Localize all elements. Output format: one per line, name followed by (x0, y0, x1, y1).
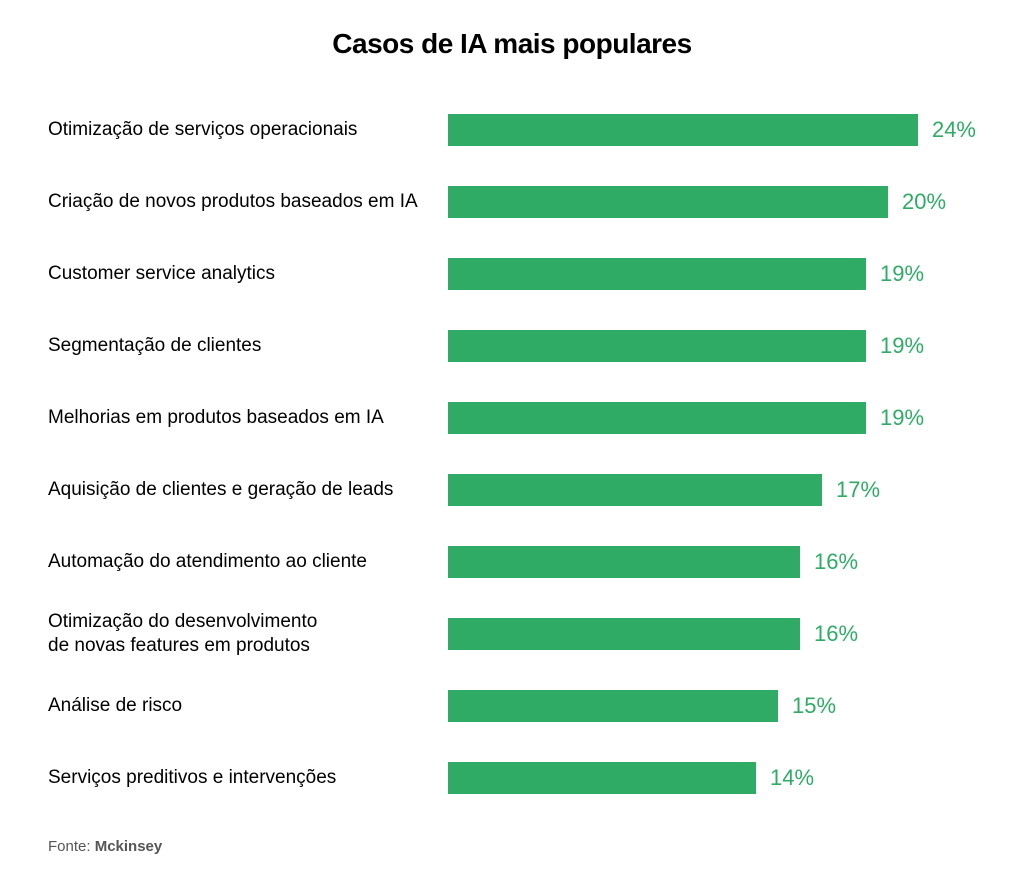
row-value: 16% (814, 549, 858, 575)
row-value: 19% (880, 333, 924, 359)
row-label: Otimização de serviços operacionais (48, 118, 448, 142)
bar (448, 474, 822, 506)
bar (448, 114, 918, 146)
bar (448, 186, 888, 218)
bar-area: 20% (448, 186, 976, 218)
row-value: 15% (792, 693, 836, 719)
bar-area: 14% (448, 762, 976, 794)
row-value: 24% (932, 117, 976, 143)
chart-row: Criação de novos produtos baseados em IA… (48, 166, 976, 238)
row-value: 16% (814, 621, 858, 647)
chart-title: Casos de IA mais populares (48, 28, 976, 60)
chart-source: Fonte: Mckinsey (48, 838, 976, 855)
row-label: Análise de risco (48, 694, 448, 718)
chart-row: Análise de risco 15% (48, 670, 976, 742)
bar (448, 690, 778, 722)
chart-row: Otimização do desenvolvimento de novas f… (48, 598, 976, 670)
row-label: Customer service analytics (48, 262, 448, 286)
chart-row: Aquisição de clientes e geração de leads… (48, 454, 976, 526)
bar-area: 16% (448, 546, 976, 578)
row-label: Otimização do desenvolvimento de novas f… (48, 610, 448, 658)
bar (448, 546, 800, 578)
row-label: Serviços preditivos e intervenções (48, 766, 448, 790)
chart-row: Automação do atendimento ao cliente 16% (48, 526, 976, 598)
row-value: 14% (770, 765, 814, 791)
bar-area: 17% (448, 474, 976, 506)
chart-row: Melhorias em produtos baseados em IA 19% (48, 382, 976, 454)
bar-area: 19% (448, 258, 976, 290)
bar-area: 15% (448, 690, 976, 722)
row-label: Segmentação de clientes (48, 334, 448, 358)
row-label: Automação do atendimento ao cliente (48, 550, 448, 574)
row-value: 19% (880, 261, 924, 287)
row-label: Melhorias em produtos baseados em IA (48, 406, 448, 430)
chart-row: Otimização de serviços operacionais 24% (48, 94, 976, 166)
bar-area: 24% (448, 114, 976, 146)
bar (448, 402, 866, 434)
row-value: 19% (880, 405, 924, 431)
row-label: Criação de novos produtos baseados em IA (48, 190, 448, 214)
row-label: Aquisição de clientes e geração de leads (48, 478, 448, 502)
bar-area: 19% (448, 402, 976, 434)
bar-area: 19% (448, 330, 976, 362)
bar-area: 16% (448, 618, 976, 650)
chart-row: Customer service analytics 19% (48, 238, 976, 310)
chart-row: Segmentação de clientes 19% (48, 310, 976, 382)
bar (448, 258, 866, 290)
source-prefix: Fonte: (48, 838, 95, 855)
chart-container: Casos de IA mais populares Otimização de… (0, 0, 1024, 887)
source-name: Mckinsey (95, 838, 163, 855)
bar (448, 762, 756, 794)
chart-row: Serviços preditivos e intervenções 14% (48, 742, 976, 814)
row-value: 20% (902, 189, 946, 215)
row-value: 17% (836, 477, 880, 503)
chart-rows: Otimização de serviços operacionais 24% Cr… (48, 94, 976, 814)
bar (448, 330, 866, 362)
bar (448, 618, 800, 650)
